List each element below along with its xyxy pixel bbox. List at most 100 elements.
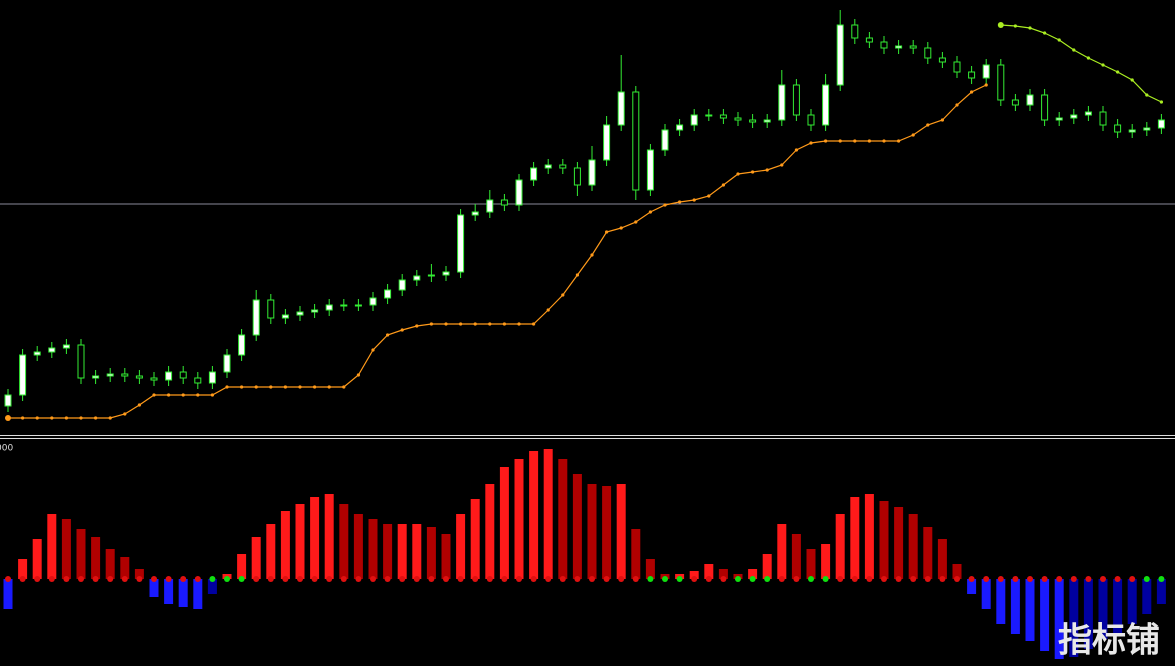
candle-body bbox=[836, 24, 844, 86]
candle-body bbox=[413, 275, 421, 281]
candle-body bbox=[719, 114, 727, 119]
signal-dot bbox=[63, 576, 70, 582]
histogram-bar bbox=[762, 554, 772, 579]
candle-body bbox=[632, 91, 640, 191]
signal-dot bbox=[647, 576, 654, 582]
histogram-bar bbox=[441, 534, 451, 579]
candle-body bbox=[62, 344, 70, 349]
signal-dot bbox=[384, 576, 391, 582]
signal-dot bbox=[1129, 576, 1136, 582]
histogram-bar bbox=[821, 544, 831, 579]
trail-dot bbox=[1086, 56, 1090, 60]
histogram-bar bbox=[120, 557, 130, 579]
trail-dot bbox=[867, 139, 872, 143]
trail-dot bbox=[1130, 78, 1134, 82]
trail-dot bbox=[21, 416, 25, 420]
signal-dot bbox=[180, 576, 187, 582]
trail-dot bbox=[1013, 24, 1018, 28]
candle-body bbox=[135, 375, 143, 379]
trail-dot bbox=[356, 373, 360, 377]
candle-body bbox=[500, 199, 508, 206]
histogram-bar bbox=[397, 524, 407, 579]
histogram-bar bbox=[164, 579, 174, 604]
histogram-bar bbox=[3, 579, 13, 609]
histogram-bar bbox=[485, 484, 495, 579]
trail-dot bbox=[546, 308, 550, 312]
trail-dot bbox=[283, 385, 287, 389]
candle-body bbox=[208, 371, 216, 384]
candle-body bbox=[646, 149, 654, 191]
trail-dot bbox=[269, 385, 273, 389]
trail-dot bbox=[5, 415, 11, 421]
trail-line bbox=[8, 84, 987, 419]
candle-body bbox=[997, 64, 1005, 101]
histogram-bar bbox=[149, 579, 159, 597]
trail-dot bbox=[167, 393, 171, 397]
trail-dot bbox=[794, 148, 799, 152]
trail-dot bbox=[298, 385, 302, 389]
trail-dot bbox=[619, 226, 623, 230]
trail-dot bbox=[590, 253, 594, 257]
trail-dot bbox=[327, 385, 331, 389]
histogram-bar bbox=[1156, 579, 1166, 604]
candle-body bbox=[880, 41, 888, 49]
histogram-bar bbox=[704, 564, 714, 579]
histogram-bar bbox=[1010, 579, 1020, 634]
histogram-bar bbox=[76, 529, 86, 579]
trail-dot bbox=[1159, 100, 1163, 104]
signal-dot bbox=[340, 576, 347, 582]
histogram-bar bbox=[32, 539, 42, 579]
candle-body bbox=[676, 124, 684, 131]
candle-body bbox=[267, 299, 275, 319]
signal-dot bbox=[136, 576, 143, 582]
histogram-bar bbox=[470, 499, 480, 579]
trail-dot bbox=[50, 416, 54, 420]
trail-dot bbox=[94, 416, 98, 420]
candle-body bbox=[48, 347, 56, 353]
trail-dot bbox=[926, 123, 930, 127]
candle-body bbox=[982, 64, 990, 79]
candle-body bbox=[165, 371, 173, 381]
histogram-bar bbox=[1127, 579, 1137, 624]
signal-dot bbox=[34, 576, 41, 582]
signal-dot bbox=[559, 576, 566, 582]
trail-dot bbox=[1072, 48, 1076, 52]
candle-body bbox=[953, 61, 961, 73]
signal-dot bbox=[764, 576, 771, 582]
candle-body bbox=[238, 334, 246, 356]
histogram-bar bbox=[280, 511, 290, 579]
candle-body bbox=[865, 37, 873, 43]
candle-body bbox=[179, 371, 187, 379]
histogram-bar bbox=[981, 579, 991, 609]
candle-body bbox=[661, 129, 669, 151]
histogram-bar bbox=[295, 504, 305, 579]
histogram-bar bbox=[426, 527, 436, 579]
histogram-bar bbox=[937, 539, 947, 579]
signal-dot bbox=[939, 576, 946, 582]
signal-dot bbox=[151, 576, 157, 582]
histogram-bar bbox=[266, 524, 276, 579]
candle-body bbox=[968, 71, 976, 79]
histogram-bar bbox=[368, 519, 378, 579]
trail-dot bbox=[1116, 70, 1120, 74]
signal-dot bbox=[866, 576, 873, 582]
trail-dot bbox=[648, 210, 653, 214]
histogram-bar bbox=[1054, 579, 1064, 659]
trail-dot bbox=[955, 103, 959, 107]
signal-dot bbox=[574, 576, 581, 582]
signal-dot bbox=[399, 576, 406, 582]
signal-dot bbox=[808, 576, 814, 582]
trail-dot bbox=[240, 385, 244, 389]
histogram-bar bbox=[748, 569, 758, 579]
trail-dot bbox=[882, 139, 886, 143]
signal-dot bbox=[983, 576, 990, 582]
trail-dot bbox=[1145, 93, 1149, 97]
histogram-bar bbox=[967, 579, 977, 594]
trail-dot bbox=[1028, 26, 1032, 30]
histogram-bar bbox=[383, 524, 393, 579]
signal-dot bbox=[1143, 576, 1150, 582]
candle-body bbox=[398, 279, 406, 291]
histogram-bar bbox=[864, 494, 874, 579]
candle-body bbox=[734, 117, 742, 121]
